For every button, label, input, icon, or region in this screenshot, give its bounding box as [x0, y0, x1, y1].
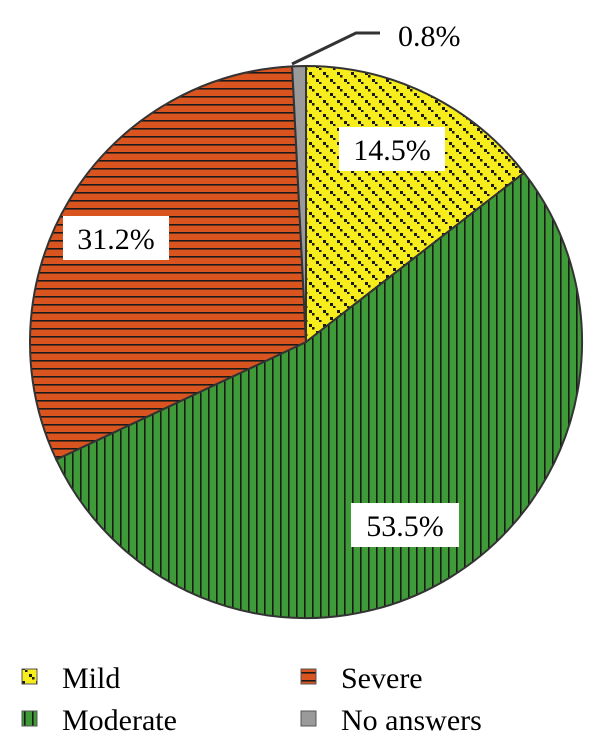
slice-label-mild-text: 14.5% [353, 134, 431, 167]
pie-slice-severe [29, 65, 308, 461]
slice-label-severe-text: 31.2% [77, 223, 155, 256]
legend-label-moderate: Moderate [62, 704, 177, 737]
pie-slice-no-answers [291, 64, 307, 343]
legend-entry-no-answers: No answers [300, 704, 482, 737]
pie-slices [29, 64, 583, 620]
leader-line-no-answers [291, 31, 380, 66]
slice-label-no-answers-text: 0.8% [398, 20, 461, 53]
legend-label-mild: Mild [62, 662, 120, 695]
legend-label-no-answers: No answers [341, 704, 482, 737]
legend-entry-severe: Severe [300, 662, 423, 695]
slice-label-severe: 31.2% [63, 216, 169, 260]
slice-label-no-answers: 0.8% [398, 20, 461, 53]
slice-label-mild: 14.5% [339, 127, 445, 171]
legend-entry-mild: Mild [21, 662, 120, 695]
legend: Mild Severe Moderate No answers [21, 662, 482, 737]
legend-label-severe: Severe [341, 662, 423, 695]
slice-label-moderate-text: 53.5% [366, 510, 444, 543]
slice-label-moderate: 53.5% [351, 503, 459, 547]
legend-entry-moderate: Moderate [21, 704, 177, 737]
